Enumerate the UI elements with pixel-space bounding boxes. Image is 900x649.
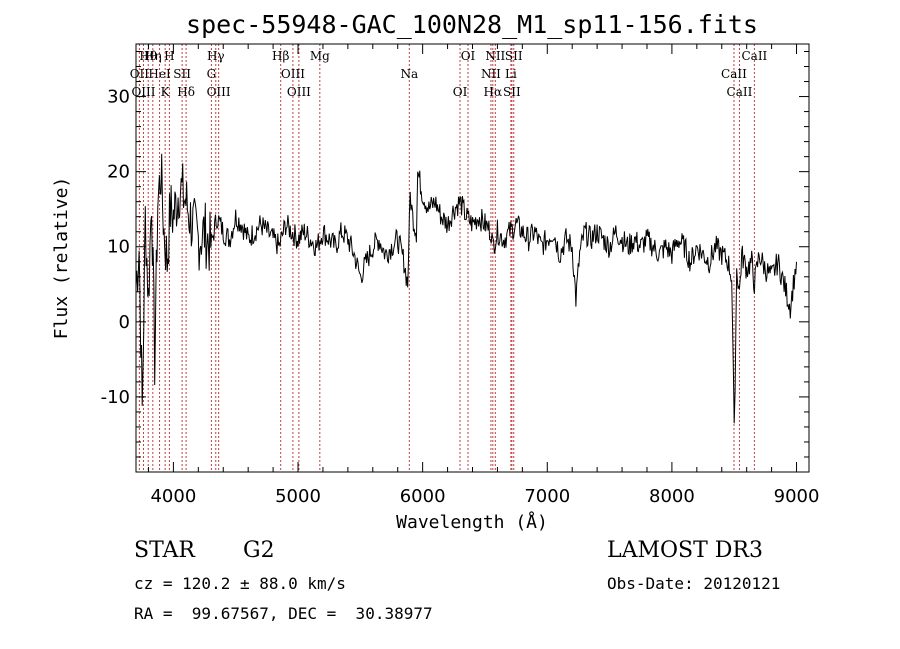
- line-marker-label: CaII: [727, 85, 753, 99]
- line-marker-label: HeI: [148, 67, 171, 81]
- line-marker-label: Hγ: [207, 49, 225, 63]
- line-marker-label: Li: [505, 67, 517, 81]
- line-marker-label: SII: [503, 85, 521, 99]
- line-marker-label: H: [164, 49, 174, 63]
- observation-date: Obs-Date: 20120121: [607, 574, 781, 593]
- line-marker-label: NII: [485, 49, 505, 63]
- y-tick-label: 10: [107, 237, 130, 258]
- x-tick-label: 5000: [275, 486, 321, 507]
- line-marker-label: NII: [481, 67, 501, 81]
- line-marker-label: OI: [453, 85, 468, 99]
- line-marker-label: OIII: [131, 85, 155, 99]
- line-marker-label: OI: [461, 49, 476, 63]
- axis-ticks: 4000 5000 6000 7000 8000 9000 -10 0 10 20 30: [101, 44, 820, 507]
- line-marker-label: OIII: [287, 85, 311, 99]
- redshift-cz: cz = 120.2 ± 88.0 km/s: [134, 574, 346, 593]
- survey-name: LAMOST DR3: [607, 538, 763, 563]
- line-markers: [138, 44, 755, 472]
- x-tick-label: 4000: [150, 486, 196, 507]
- line-marker-label: OIII: [207, 85, 231, 99]
- line-marker-label: Hδ: [177, 85, 195, 99]
- y-tick-label: -10: [101, 387, 130, 408]
- line-marker-label: Na: [400, 67, 418, 81]
- y-tick-label: 20: [107, 162, 130, 183]
- flux-series-line: [135, 153, 797, 424]
- y-axis-label: Flux (relative): [51, 177, 72, 340]
- object-type: STAR: [134, 538, 195, 563]
- line-marker-label: K: [161, 85, 171, 99]
- line-marker-label: OII: [130, 67, 150, 81]
- line-marker-label: CaII: [721, 67, 747, 81]
- x-tick-label: 8000: [649, 486, 695, 507]
- x-tick-label: 9000: [774, 486, 820, 507]
- line-marker-label: Hθ: [139, 49, 157, 63]
- x-axis-label: Wavelength (Å): [396, 511, 548, 533]
- line-marker-label: CaII: [741, 49, 767, 63]
- line-marker-label: Hη: [144, 49, 162, 63]
- object-subclass: G2: [243, 538, 275, 563]
- chart-title: spec-55948-GAC_100N28_M1_sp11-156.fits: [186, 10, 758, 39]
- line-marker-label: Hβ: [272, 49, 289, 63]
- x-tick-label: 6000: [400, 486, 446, 507]
- line-marker-label: Hα: [484, 85, 503, 99]
- line-marker-label: OIII: [281, 67, 305, 81]
- x-tick-label: 7000: [524, 486, 570, 507]
- y-tick-label: 0: [119, 312, 130, 333]
- line-marker-label: G: [207, 67, 217, 81]
- line-marker-label: SII: [173, 67, 191, 81]
- sky-coordinates: RA = 99.67567, DEC = 30.38977: [134, 604, 433, 623]
- line-marker-label: Mg: [310, 49, 330, 63]
- line-marker-label: SII: [505, 49, 523, 63]
- y-tick-label: 30: [107, 87, 130, 108]
- line-labels: Hθ OII OIII Hη HeI K H SII Hδ Hγ G OIII Hβ OIII OIII Mg…: [130, 49, 768, 99]
